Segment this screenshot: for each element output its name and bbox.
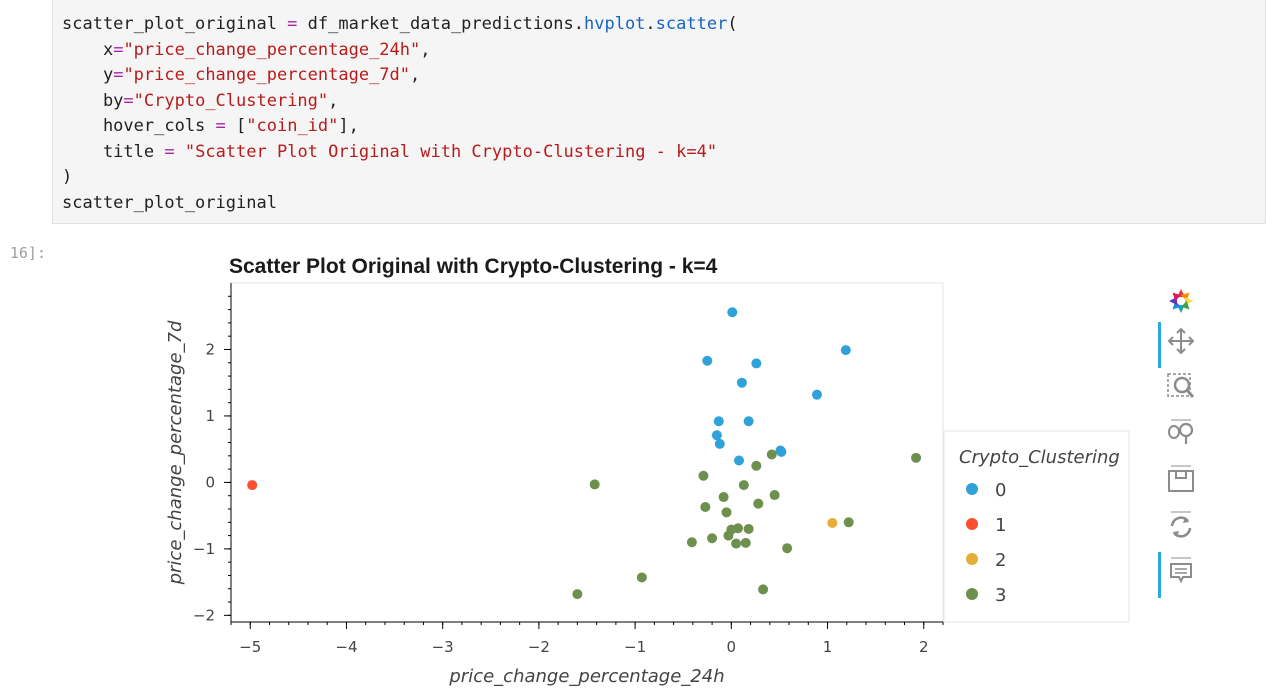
code-line-8: scatter_plot_original bbox=[62, 192, 277, 213]
box-zoom-tool[interactable] bbox=[1156, 368, 1206, 404]
y-tick-label: 0 bbox=[205, 473, 215, 491]
data-point-cluster-0 bbox=[811, 389, 822, 400]
output-prompt: 16]: bbox=[9, 244, 46, 262]
data-point-cluster-3 bbox=[572, 589, 583, 600]
legend-marker-1 bbox=[966, 518, 978, 530]
data-point-cluster-3 bbox=[686, 537, 697, 548]
data-point-cluster-0 bbox=[713, 416, 724, 427]
y-tick-label: −2 bbox=[193, 606, 215, 624]
wheel-zoom-icon bbox=[1168, 419, 1194, 444]
save-tool[interactable] bbox=[1156, 460, 1206, 496]
data-point-cluster-0 bbox=[736, 377, 747, 388]
box-zoom-icon bbox=[1167, 373, 1195, 398]
data-point-cluster-3 bbox=[766, 449, 777, 460]
data-point-cluster-0 bbox=[727, 307, 738, 318]
data-point-cluster-0 bbox=[702, 355, 713, 366]
hover-icon bbox=[1170, 557, 1192, 584]
data-point-cluster-3 bbox=[758, 584, 769, 595]
bokeh-logo[interactable] bbox=[1156, 282, 1206, 318]
wheel-zoom-tool[interactable] bbox=[1156, 414, 1206, 450]
x-tick-label: 1 bbox=[823, 638, 833, 656]
x-tick-label: −1 bbox=[624, 638, 646, 656]
x-tick-label: −2 bbox=[528, 638, 550, 656]
plot-toolbar bbox=[1156, 282, 1206, 602]
data-point-cluster-3 bbox=[698, 470, 709, 481]
y-tick-label: 2 bbox=[205, 340, 215, 358]
legend-label-3: 3 bbox=[995, 585, 1006, 606]
plot-frame bbox=[230, 282, 944, 623]
data-point-cluster-3 bbox=[751, 460, 762, 471]
legend-marker-3 bbox=[966, 588, 978, 600]
data-point-cluster-3 bbox=[738, 480, 749, 491]
legend-title: Crypto_Clustering bbox=[959, 447, 1120, 468]
legend-marker-0 bbox=[966, 483, 978, 495]
code-line-4: by="Crypto_Clustering", bbox=[62, 90, 339, 111]
data-point-cluster-3 bbox=[721, 507, 732, 518]
data-point-cluster-3 bbox=[782, 543, 793, 554]
legend-label-0: 0 bbox=[995, 480, 1006, 501]
x-tick-label: −4 bbox=[335, 638, 357, 656]
code-line-7: ) bbox=[62, 167, 73, 187]
data-point-cluster-3 bbox=[740, 537, 751, 548]
data-point-cluster-3 bbox=[731, 538, 742, 549]
pan-icon bbox=[1167, 327, 1195, 355]
reset-icon bbox=[1170, 511, 1192, 538]
x-axis-label: price_change_percentage_24h bbox=[448, 666, 724, 687]
data-point-cluster-2 bbox=[827, 517, 838, 528]
data-point-cluster-3 bbox=[636, 572, 647, 583]
data-point-cluster-1 bbox=[247, 480, 258, 491]
data-point-cluster-3 bbox=[753, 498, 764, 509]
data-point-cluster-0 bbox=[743, 416, 754, 427]
code-line-3: y="price_change_percentage_7d", bbox=[62, 65, 421, 85]
x-tick-label: −3 bbox=[432, 638, 454, 656]
data-point-cluster-0 bbox=[714, 438, 725, 449]
data-point-cluster-0 bbox=[711, 430, 722, 441]
hover-tool[interactable] bbox=[1156, 552, 1206, 598]
code-line-5: hover_cols = ["coin_id"], bbox=[62, 116, 359, 136]
data-point-cluster-3 bbox=[723, 530, 734, 541]
data-point-cluster-3 bbox=[718, 492, 729, 503]
data-point-cluster-3 bbox=[769, 490, 780, 501]
code-line-2: x="price_change_percentage_24h", bbox=[62, 39, 431, 60]
x-tick-label: −5 bbox=[239, 638, 261, 656]
data-point-cluster-3 bbox=[700, 502, 711, 513]
data-point-cluster-0 bbox=[840, 345, 851, 356]
y-tick-label: 1 bbox=[205, 407, 215, 425]
code-line-1: scatter_plot_original = df_market_data_p… bbox=[62, 14, 738, 34]
data-point-cluster-3 bbox=[911, 452, 922, 463]
legend-marker-2 bbox=[966, 553, 978, 565]
code-line-6: title = "Scatter Plot Original with Cryp… bbox=[62, 141, 718, 162]
save-icon bbox=[1168, 465, 1194, 492]
bokeh-logo-icon bbox=[1169, 289, 1193, 313]
y-axis-label: price_change_percentage_7d bbox=[165, 320, 186, 585]
reset-tool[interactable] bbox=[1156, 506, 1206, 542]
y-tick-label: −1 bbox=[193, 540, 215, 558]
data-point-cluster-0 bbox=[776, 446, 787, 457]
data-point-cluster-3 bbox=[707, 533, 718, 544]
data-point-cluster-3 bbox=[743, 523, 754, 534]
pan-tool[interactable] bbox=[1156, 322, 1206, 368]
chart-title: Scatter Plot Original with Crypto-Cluste… bbox=[229, 255, 718, 278]
data-point-cluster-3 bbox=[843, 517, 854, 528]
data-point-cluster-3 bbox=[589, 479, 600, 490]
code-editor[interactable]: scatter_plot_original = df_market_data_p… bbox=[62, 12, 738, 216]
data-point-cluster-0 bbox=[751, 358, 762, 369]
x-tick-label: 2 bbox=[919, 638, 929, 656]
legend-label-2: 2 bbox=[995, 550, 1006, 571]
data-point-cluster-0 bbox=[734, 455, 745, 466]
legend-label-1: 1 bbox=[995, 515, 1006, 536]
x-tick-label: 0 bbox=[727, 638, 737, 656]
code-cell[interactable]: scatter_plot_original = df_market_data_p… bbox=[52, 0, 1266, 224]
